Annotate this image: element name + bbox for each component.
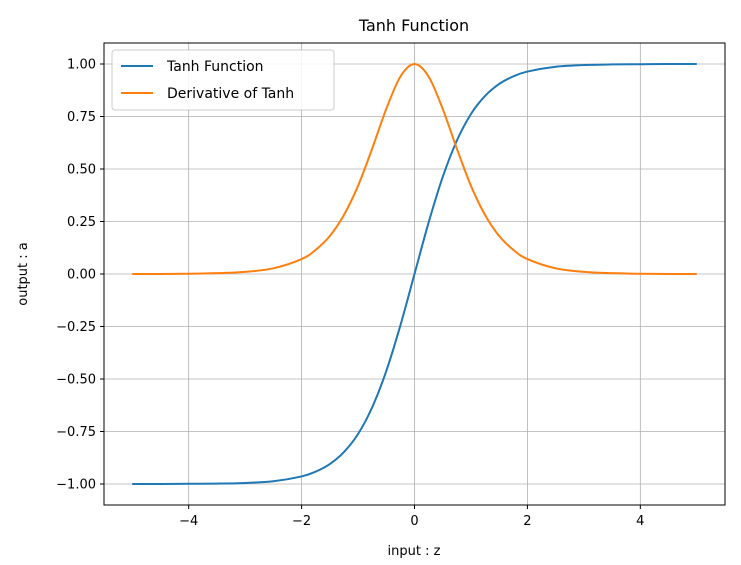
x-tick-label: 0: [410, 514, 418, 529]
legend-label-derivative: Derivative of Tanh: [167, 86, 294, 102]
series-line-tanh: [132, 62, 697, 486]
y-tick-label: 0.50: [67, 163, 96, 178]
y-tick-label: −0.75: [56, 425, 96, 440]
x-axis-label: input : z: [388, 544, 441, 559]
y-axis-ticks: 1.00 0.75 0.50 0.25 0.00 −0.25 −0.50 −0.75 −1.00: [56, 58, 104, 493]
y-tick-label: −0.25: [56, 320, 96, 335]
y-tick-label: −0.50: [56, 373, 96, 388]
x-tick-label: 2: [523, 514, 531, 529]
legend: Tanh Function Derivative of Tanh: [111, 49, 335, 111]
y-tick-label: 1.00: [67, 58, 96, 73]
y-tick-label: 0.00: [67, 268, 96, 283]
legend-label-tanh: Tanh Function: [166, 59, 264, 75]
series-lines: [132, 62, 697, 486]
y-axis-label: output : a: [16, 242, 31, 306]
x-tick-label: 4: [636, 514, 644, 529]
x-axis-ticks: −4 −2 0 2 4: [179, 505, 644, 529]
y-tick-label: 0.75: [67, 110, 96, 125]
y-tick-label: −1.00: [56, 478, 96, 493]
y-tick-label: 0.25: [67, 215, 96, 230]
x-tick-label: −4: [179, 514, 198, 529]
series-line-derivative: [132, 63, 697, 276]
chart-title: Tanh Function: [358, 16, 469, 35]
legend-box: [111, 49, 335, 111]
x-tick-label: −2: [292, 514, 311, 529]
